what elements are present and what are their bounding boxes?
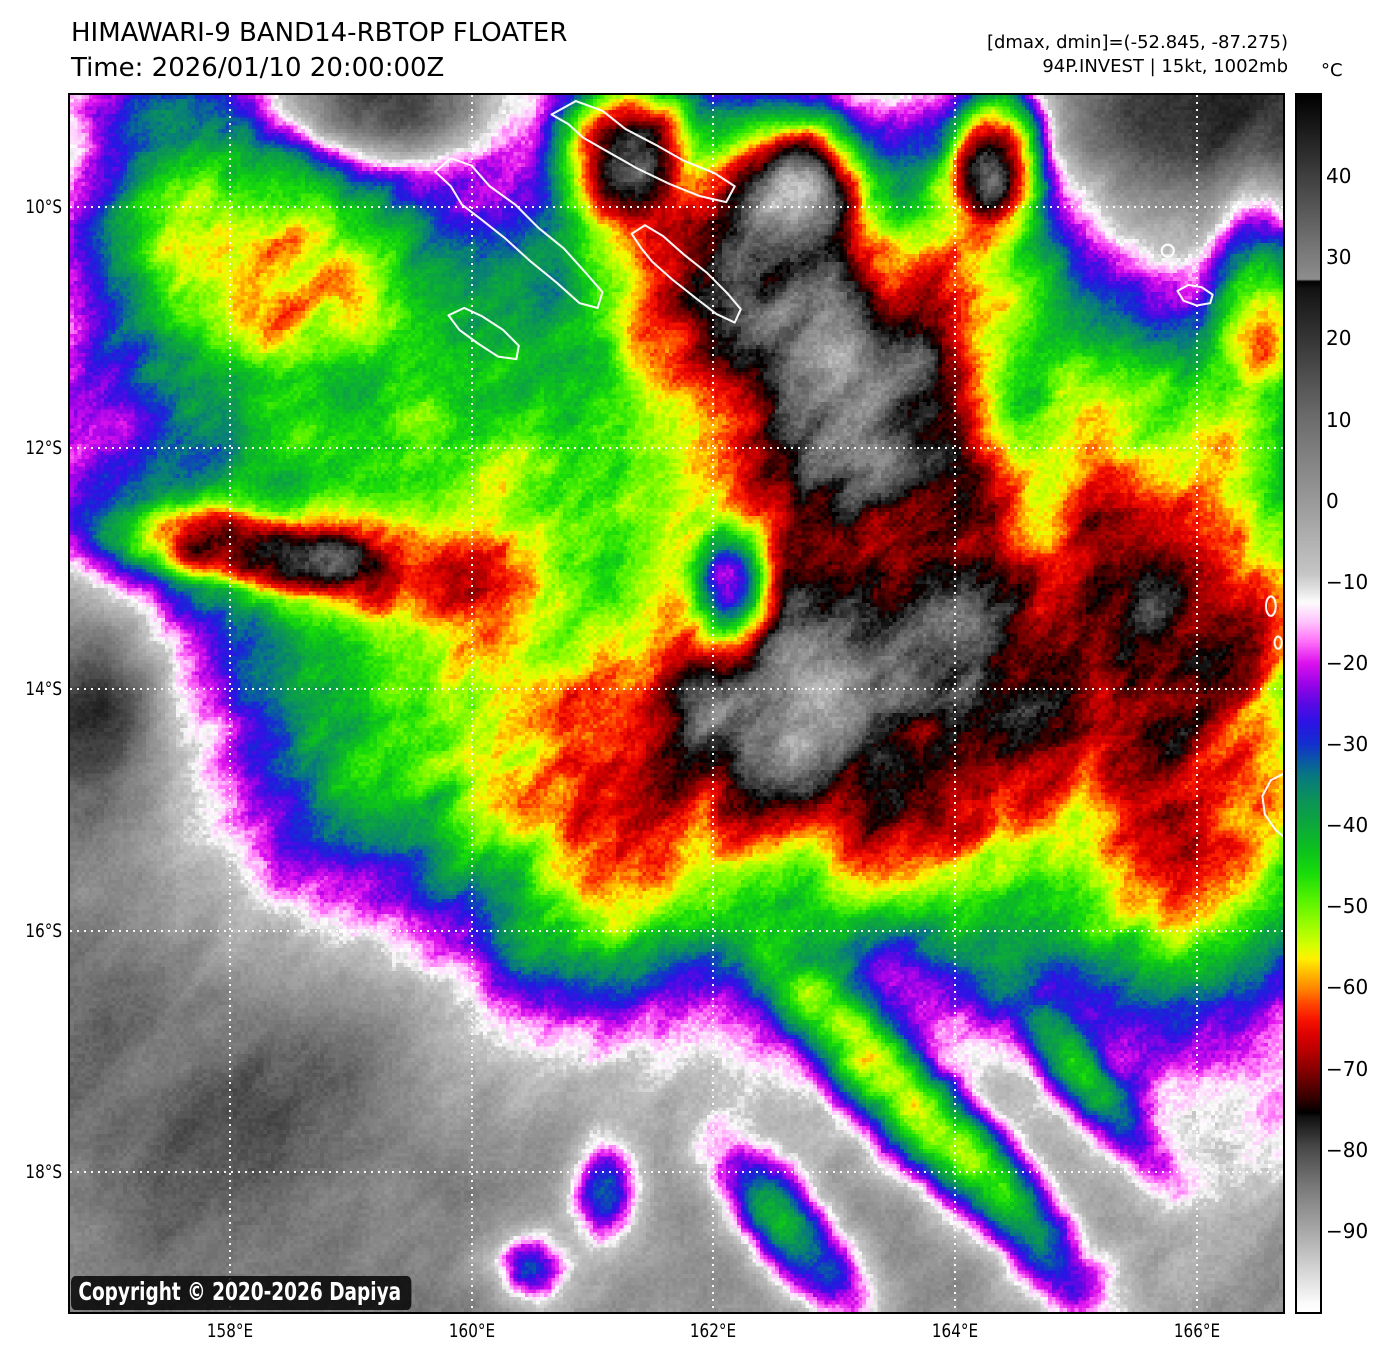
title-block: HIMAWARI-9 BAND14-RBTOP FLOATER Time: 20… [71,16,567,86]
coastline-path [447,306,520,361]
gridline-lat-16s [70,930,1283,933]
gridline-lat-12s [70,447,1283,450]
gridline-lon-162e [712,95,714,1312]
storm-info-label: 94P.INVEST | 15kt, 1002mb [1042,56,1288,77]
lat-label-18s: 18°S [25,1161,62,1184]
info-block: [dmax, dmin]=(-52.845, -87.275) 94P.INVE… [987,31,1288,79]
coastlines-overlay [434,100,1283,838]
colorbar-tick-20: 20 [1326,326,1352,351]
lat-label-10s: 10°S [25,195,62,218]
copyright-badge: Copyright © 2020-2026 Dapiya [71,1276,412,1310]
lat-label-14s: 14°S [25,678,62,701]
colorbar-tick-neg30: −30 [1326,732,1369,757]
coastline-path [1273,635,1283,650]
coastline-path [550,100,736,204]
gridline-lat-14s [70,688,1283,691]
lon-label-164e: 164°E [931,1320,979,1342]
colorbar-tick-40: 40 [1326,164,1352,189]
page-title: HIMAWARI-9 BAND14-RBTOP FLOATER [71,18,568,48]
gridline-lon-158e [228,95,231,1312]
colorbar-tick-10: 10 [1326,407,1352,432]
colorbar [1295,93,1322,1314]
lon-label-158e: 158°E [206,1320,254,1342]
colorbar-gradient-canvas [1297,95,1320,1312]
gridline-lat-18s [70,1171,1283,1174]
colorbar-tick-neg60: −60 [1326,975,1369,1000]
time-label: Time: 2026/01/10 20:00:00Z [71,53,445,83]
lon-label-160e: 160°E [448,1320,496,1342]
dmax-dmin-label: [dmax, dmin]=(-52.845, -87.275) [986,32,1288,53]
coastline-path [1160,243,1175,258]
colorbar-tick-neg90: −90 [1326,1218,1369,1243]
colorbar-tick-neg80: −80 [1326,1137,1369,1162]
satellite-map: Copyright © 2020-2026 Dapiya [68,93,1285,1314]
gridline-lon-164e [954,95,956,1312]
colorbar-tick-0: 0 [1326,488,1339,513]
coastline-path [630,224,742,324]
coastline-path [1261,772,1283,838]
gridline-lon-160e [470,95,473,1312]
colorbar-tick-neg50: −50 [1326,894,1369,919]
coastline-path [434,157,604,310]
colorbar-tick-neg70: −70 [1326,1056,1369,1081]
colorbar-tick-neg40: −40 [1326,813,1369,838]
lon-label-166e: 166°E [1173,1320,1221,1342]
lon-label-162e: 162°E [689,1320,737,1342]
lat-label-12s: 12°S [25,437,62,460]
coastline-path [1264,595,1277,617]
satellite-image-canvas [70,95,1283,1312]
lat-label-16s: 16°S [25,920,62,943]
colorbar-tick-neg10: −10 [1326,569,1369,594]
colorbar-unit-label: °C [1321,60,1343,81]
coastline-path [1176,283,1214,307]
colorbar-tick-neg20: −20 [1326,650,1369,675]
gridline-lon-166e [1195,95,1198,1312]
colorbar-tick-30: 30 [1326,245,1352,270]
gridline-lat-10s [70,205,1283,208]
